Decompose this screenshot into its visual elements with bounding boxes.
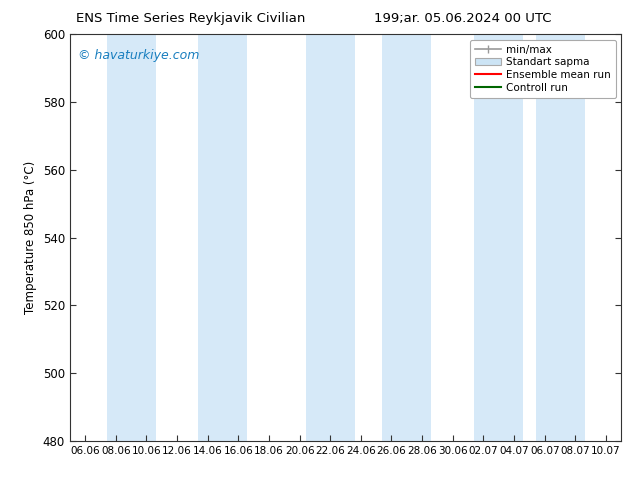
Bar: [306, 34, 354, 441]
Y-axis label: Temperature 850 hPa (°C): Temperature 850 hPa (°C): [24, 161, 37, 314]
Bar: [198, 34, 247, 441]
Text: 199;ar. 05.06.2024 00 UTC: 199;ar. 05.06.2024 00 UTC: [374, 12, 552, 25]
Legend: min/max, Standart sapma, Ensemble mean run, Controll run: min/max, Standart sapma, Ensemble mean r…: [470, 40, 616, 98]
Text: © havaturkiye.com: © havaturkiye.com: [78, 49, 199, 62]
Bar: [107, 34, 155, 441]
Bar: [536, 34, 585, 441]
Bar: [382, 34, 431, 441]
Bar: [474, 34, 523, 441]
Text: ENS Time Series Reykjavik Civilian: ENS Time Series Reykjavik Civilian: [75, 12, 305, 25]
